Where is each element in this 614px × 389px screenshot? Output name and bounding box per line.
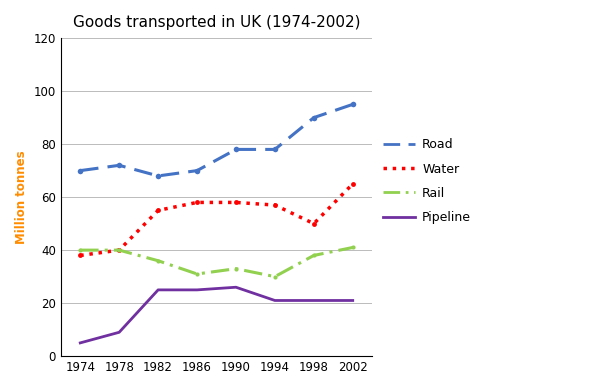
Pipeline [115, 330, 123, 335]
Road [271, 147, 279, 152]
Water [155, 208, 162, 213]
Rail [115, 248, 123, 252]
Pipeline [155, 287, 162, 292]
Pipeline [232, 285, 239, 289]
Line: Water: Water [78, 181, 355, 258]
Legend: Road, Water, Rail, Pipeline: Road, Water, Rail, Pipeline [378, 133, 476, 229]
Pipeline [77, 340, 84, 345]
Line: Pipeline: Pipeline [80, 287, 352, 343]
Road [349, 102, 356, 107]
Pipeline [193, 287, 201, 292]
Water [271, 203, 279, 207]
Rail [349, 245, 356, 250]
Water [310, 221, 317, 226]
Water [115, 248, 123, 252]
Road [193, 168, 201, 173]
Rail [77, 248, 84, 252]
Road [155, 173, 162, 178]
Rail [271, 274, 279, 279]
Water [349, 182, 356, 186]
Water [77, 253, 84, 258]
Pipeline [349, 298, 356, 303]
Y-axis label: Million tonnes: Million tonnes [15, 150, 28, 244]
Rail [310, 253, 317, 258]
Line: Rail: Rail [78, 245, 355, 279]
Water [232, 200, 239, 205]
Title: Goods transported in UK (1974-2002): Goods transported in UK (1974-2002) [72, 15, 360, 30]
Road [310, 115, 317, 120]
Water [193, 200, 201, 205]
Rail [155, 258, 162, 263]
Pipeline [310, 298, 317, 303]
Road [77, 168, 84, 173]
Pipeline [271, 298, 279, 303]
Road [115, 163, 123, 168]
Line: Road: Road [77, 102, 356, 179]
Rail [232, 266, 239, 271]
Road [232, 147, 239, 152]
Rail [193, 272, 201, 276]
